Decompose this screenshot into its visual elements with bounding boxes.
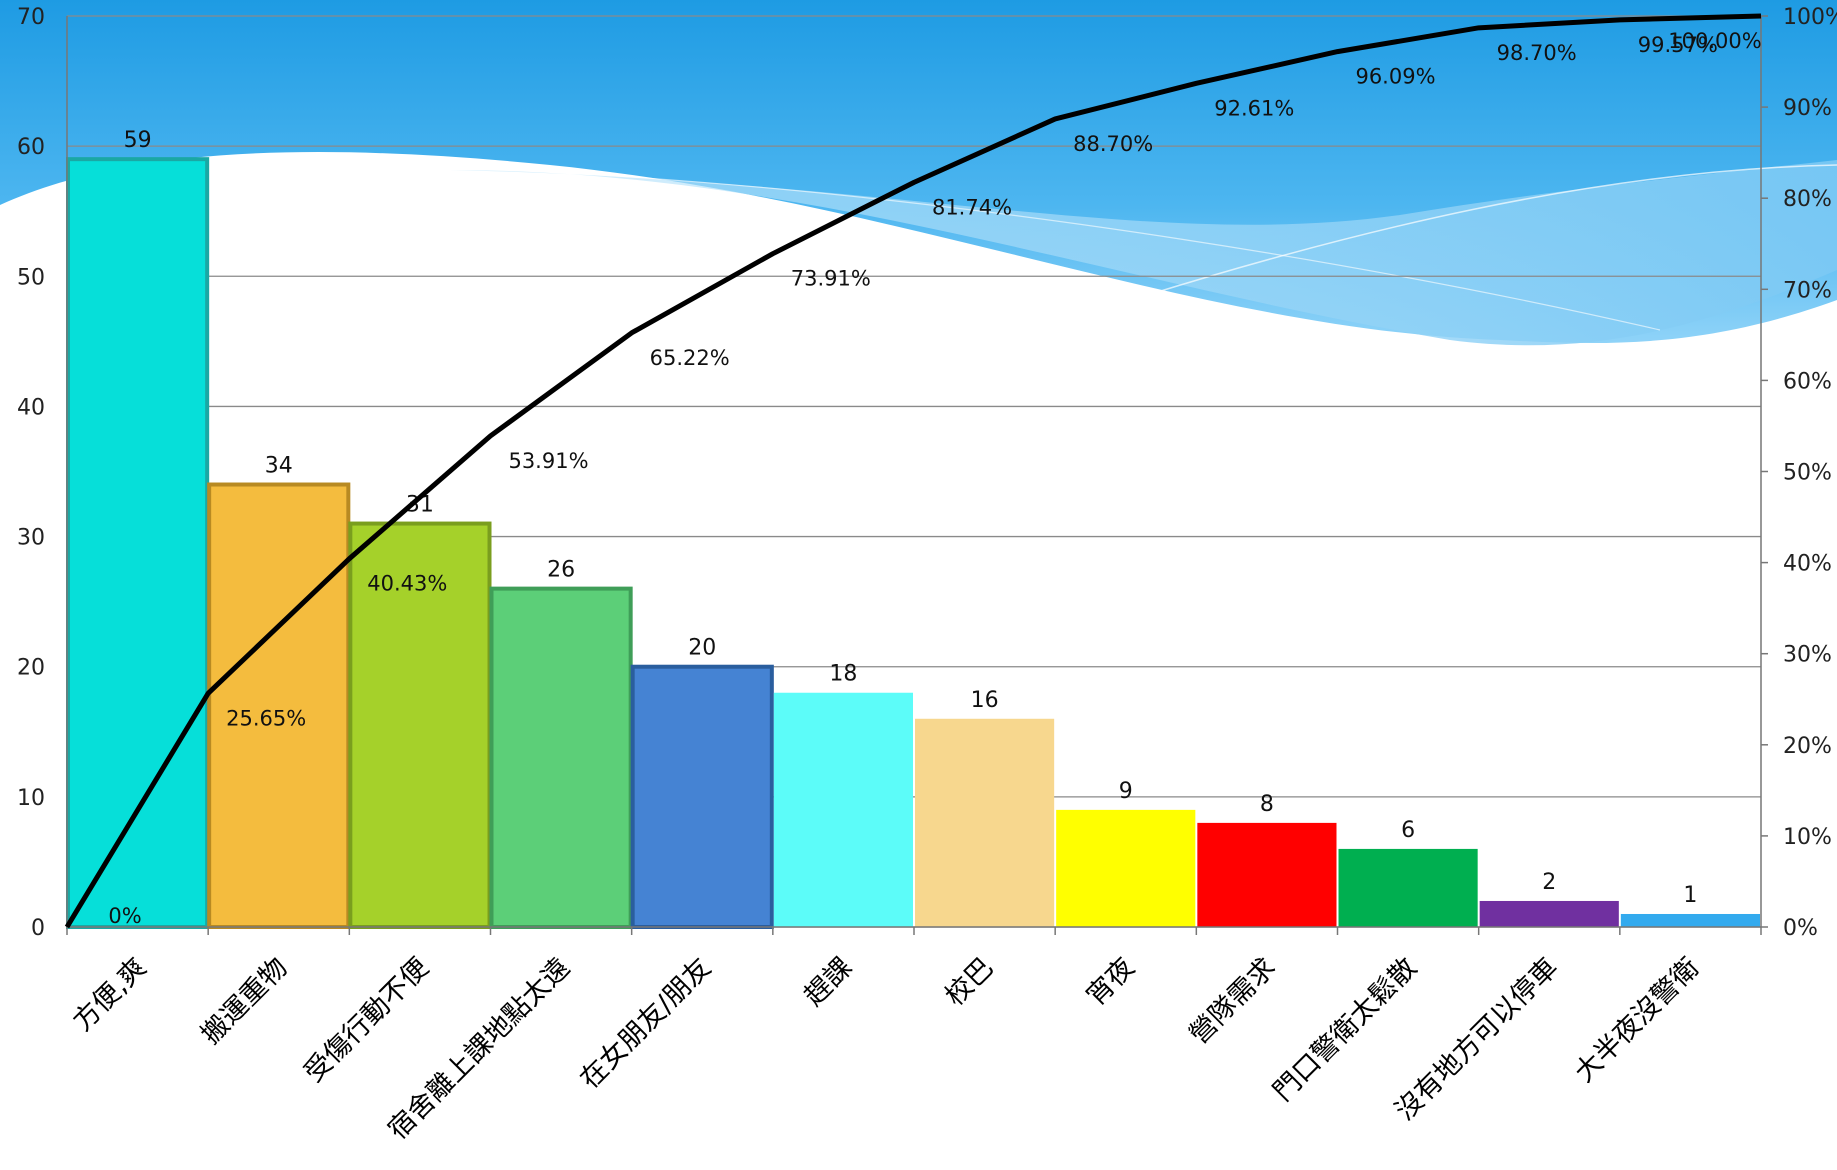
y2-tick-label: 50%: [1783, 461, 1832, 486]
y2-tick-label: 40%: [1783, 552, 1832, 577]
bar-value-label: 34: [265, 454, 293, 479]
y2-tick-label: 30%: [1783, 643, 1832, 668]
category-label: 搬運重物: [195, 952, 293, 1050]
bar: [773, 692, 913, 927]
y2-tick-label: 100%: [1783, 5, 1837, 30]
category-label: 受傷行動不便: [298, 952, 434, 1088]
bar-value-label: 18: [829, 662, 857, 687]
bar-value-label: 59: [124, 128, 152, 153]
cumulative-line: [64, 13, 1762, 929]
cumulative-label: 73.91%: [791, 267, 871, 291]
cumulative-label: 88.70%: [1073, 132, 1153, 156]
y-tick-label: 30: [17, 526, 45, 551]
cumulative-label: 98.70%: [1497, 41, 1577, 65]
bar: [1620, 913, 1760, 927]
y2-tick-label: 80%: [1783, 187, 1832, 212]
bar: [1479, 900, 1619, 927]
cumulative-label: 53.91%: [508, 449, 588, 473]
category-label: 在女朋友/朋友: [574, 952, 717, 1095]
bar: [915, 718, 1055, 927]
category-label: 方便,爽: [67, 952, 152, 1037]
bar-value-label: 6: [1401, 818, 1415, 843]
cumulative-labels: 0%25.65%40.43%53.91%65.22%73.91%81.74%88…: [108, 29, 1761, 928]
cumulative-label: 99.57%: [1638, 33, 1718, 57]
bar-value-label: 2: [1542, 870, 1556, 895]
y2-tick-label: 0%: [1783, 916, 1818, 941]
y-tick-label: 60: [17, 135, 45, 160]
bar-value-label: 16: [971, 688, 999, 713]
y-axis-ticks: 0 10 20 30 40 50 60 70: [17, 5, 45, 941]
y2-tick-label: 60%: [1783, 369, 1832, 394]
axes: [66, 15, 1768, 935]
cumulative-polyline: [64, 13, 1762, 929]
bar-value-label: 9: [1119, 779, 1133, 804]
bar-value-label: 1: [1683, 883, 1697, 908]
category-label: 大半夜沒警衛: [1569, 952, 1705, 1088]
category-label: 趕課: [798, 952, 858, 1012]
cumulative-label: 65.22%: [650, 346, 730, 370]
y-tick-label: 50: [17, 265, 45, 290]
y2-tick-label: 20%: [1783, 734, 1832, 759]
bar-value-label: 20: [688, 636, 716, 661]
bar: [1056, 809, 1196, 927]
bar-value-label: 26: [547, 558, 575, 583]
y2-tick-label: 10%: [1783, 825, 1832, 850]
bar: [1338, 848, 1478, 927]
y-tick-label: 70: [17, 5, 45, 30]
cumulative-label: 25.65%: [226, 706, 306, 730]
cumulative-label: 81.74%: [932, 195, 1012, 219]
y2-axis-ticks: 0% 10% 20% 30% 40% 50% 60% 70% 80% 90% 100%: [1783, 5, 1837, 941]
bar-value-label: 8: [1260, 792, 1274, 817]
cumulative-label: 96.09%: [1355, 65, 1435, 89]
bar: [489, 586, 633, 930]
y2-tick-label: 90%: [1783, 96, 1832, 121]
cumulative-label: 92.61%: [1214, 96, 1294, 120]
decorative-background: [0, 0, 1837, 346]
y-tick-label: 10: [17, 786, 45, 811]
y-tick-label: 0: [31, 916, 45, 941]
category-label: 營隊需求: [1184, 952, 1282, 1050]
category-label: 宵夜: [1081, 952, 1141, 1012]
bar: [207, 482, 351, 929]
bar: [630, 664, 774, 929]
bars: [66, 157, 1760, 930]
y-tick-label: 20: [17, 656, 45, 681]
y-tick-label: 40: [17, 395, 45, 420]
y2-tick-label: 70%: [1783, 278, 1832, 303]
category-label: 校巴: [939, 952, 999, 1012]
cumulative-label: 100.00%: [1668, 29, 1761, 53]
cumulative-label: 0%: [108, 904, 141, 928]
bar: [1197, 822, 1337, 927]
category-label: 門口警衛太鬆散: [1267, 952, 1423, 1108]
cumulative-label: 40.43%: [367, 572, 447, 596]
